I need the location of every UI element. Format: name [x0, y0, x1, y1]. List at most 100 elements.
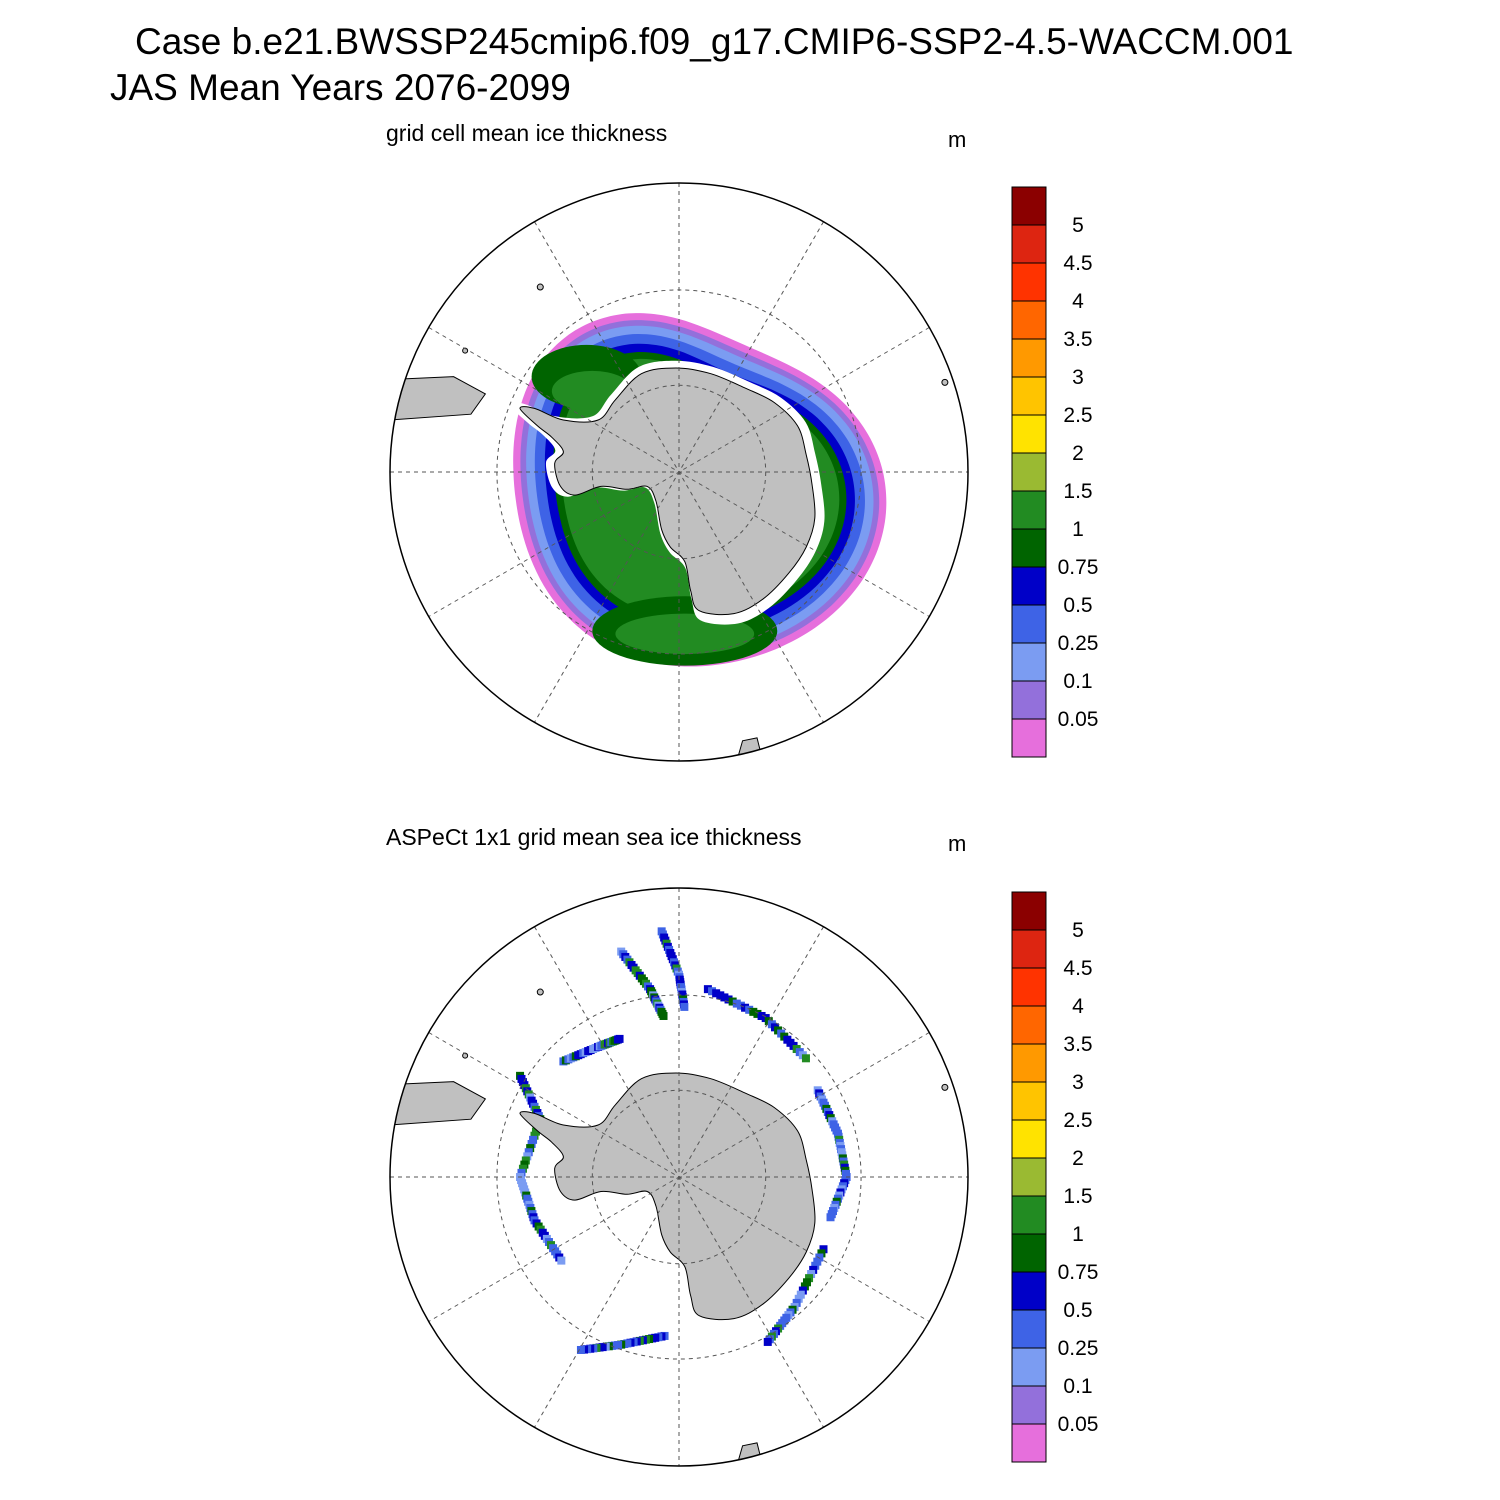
colorbar-tick-label: 5 — [1072, 919, 1084, 942]
colorbar-swatch — [1011, 1423, 1047, 1463]
south-america-land — [390, 376, 487, 421]
colorbar-swatch — [1011, 300, 1047, 340]
colorbar-1: 0.05 0.1 0.25 0.5 0.75 1 1.5 2 2.5 3 3.5 4 4.5 5 — [1011, 186, 1099, 758]
ship-track-cell — [576, 1345, 585, 1354]
ship-track-cell — [763, 1337, 772, 1346]
colorbar-tick-label: 0.1 — [1063, 670, 1092, 693]
colorbar-swatch — [1011, 338, 1047, 378]
ship-track-cell — [745, 1005, 754, 1014]
panel2-units: m — [948, 831, 967, 856]
ship-track-cell — [753, 1009, 762, 1018]
ship-track-cell — [805, 1274, 814, 1283]
colorbar-tick-label: 0.1 — [1063, 1375, 1092, 1398]
figure-title-line1: Case b.e21.BWSSP245cmip6.f09_g17.CMIP6-S… — [135, 21, 1294, 62]
colorbar-tick-label: 4.5 — [1063, 957, 1092, 980]
colorbar-tick-label: 1 — [1072, 1223, 1084, 1246]
colorbar-swatch — [1011, 1385, 1047, 1425]
colorbar-swatch — [1011, 1005, 1047, 1045]
colorbar-tick-label: 4 — [1072, 995, 1084, 1018]
colorbar-tick-label: 0.75 — [1058, 1261, 1099, 1284]
ship-track-cell — [720, 993, 729, 1002]
ship-track-cell — [757, 1011, 766, 1020]
ship-track-cell — [527, 1139, 536, 1148]
colorbar-tick-label: 0.05 — [1058, 1413, 1099, 1436]
colorbar-swatch — [1011, 1157, 1047, 1197]
ship-track-cell — [708, 987, 717, 996]
island-land — [941, 378, 949, 386]
colorbar-tick-label: 5 — [1072, 214, 1084, 237]
island-land — [941, 1083, 949, 1091]
colorbar-tick-label: 2 — [1072, 442, 1084, 465]
colorbar-swatch — [1011, 604, 1047, 644]
ship-track-cell — [517, 1168, 526, 1177]
colorbar-tick-label: 0.5 — [1063, 1299, 1092, 1322]
ship-track-cell — [800, 1282, 809, 1291]
ship-track-cell — [798, 1286, 807, 1295]
ship-track-cell — [813, 1257, 822, 1266]
ship-track-cell — [716, 991, 725, 1000]
colorbar-tick-label: 2 — [1072, 1147, 1084, 1170]
colorbar-swatch — [1011, 528, 1047, 568]
ship-track-cell — [529, 1135, 538, 1144]
panel2-title: ASPeCt 1x1 grid mean sea ice thickness — [386, 824, 802, 850]
ship-track-cell — [523, 1152, 532, 1161]
meridian-line — [428, 1032, 930, 1322]
ship-track-cell — [724, 995, 733, 1004]
island-land — [536, 283, 544, 291]
ship-track-cell — [741, 1003, 750, 1012]
ship-track-cell — [811, 1261, 820, 1270]
ship-track-cell — [531, 1127, 540, 1136]
colorbar-swatch — [1011, 452, 1047, 492]
ship-track-cell — [524, 1148, 533, 1157]
ship-track-cell — [819, 1245, 828, 1254]
polar-map-2 — [389, 887, 969, 1467]
colorbar-tick-label: 3.5 — [1063, 1033, 1092, 1056]
ship-track-cell — [518, 1164, 527, 1173]
colorbar-tick-label: 1 — [1072, 518, 1084, 541]
colorbar-swatch — [1011, 414, 1047, 454]
map-border — [389, 182, 969, 762]
colorbar-swatch — [1011, 1119, 1047, 1159]
polar-map-1 — [389, 182, 969, 762]
colorbar-swatch — [1011, 1233, 1047, 1273]
colorbar-tick-label: 2.5 — [1063, 1109, 1092, 1132]
ship-track-cell — [520, 1160, 529, 1169]
colorbar-swatch — [1011, 1347, 1047, 1387]
colorbar-tick-label: 0.5 — [1063, 594, 1092, 617]
latitude-circle — [591, 1089, 767, 1265]
colorbar-tick-label: 0.25 — [1058, 1337, 1099, 1360]
colorbar-swatch — [1011, 224, 1047, 264]
island-land — [536, 988, 544, 996]
colorbar-tick-label: 1.5 — [1063, 1185, 1092, 1208]
colorbar-tick-label: 4.5 — [1063, 252, 1092, 275]
colorbar-swatch — [1011, 1195, 1047, 1235]
colorbar-swatch — [1011, 1081, 1047, 1121]
ship-track-cell — [557, 1256, 566, 1265]
map-border — [389, 887, 969, 1467]
ship-track-cell — [801, 1054, 810, 1063]
panel1-units: m — [948, 127, 967, 152]
ship-track-cell — [749, 1007, 758, 1016]
colorbar-swatch — [1011, 718, 1047, 758]
figure-title-line2: JAS Mean Years 2076-2099 — [110, 67, 571, 108]
colorbar-swatch — [1011, 642, 1047, 682]
ship-track-cell — [809, 1265, 818, 1274]
colorbar-tick-label: 0.25 — [1058, 632, 1099, 655]
ship-track-cell — [615, 1034, 624, 1043]
south-america-land — [390, 1081, 487, 1126]
antarctica-land — [519, 367, 816, 616]
colorbar-tick-label: 3.5 — [1063, 328, 1092, 351]
colorbar-swatch — [1011, 680, 1047, 720]
ship-track-cell — [521, 1156, 530, 1165]
ship-track-cell — [794, 1294, 803, 1303]
colorbar-swatch — [1011, 490, 1047, 530]
colorbar-swatch — [1011, 967, 1047, 1007]
colorbar-2: 0.05 0.1 0.25 0.5 0.75 1 1.5 2 2.5 3 3.5 4 4.5 5 — [1011, 891, 1099, 1463]
antarctica-land — [519, 1072, 816, 1321]
colorbar-swatch — [1011, 1043, 1047, 1083]
colorbar-swatch — [1011, 186, 1047, 226]
ship-track-cell — [712, 989, 721, 998]
ship-track-cell — [796, 1290, 805, 1299]
colorbar-tick-label: 4 — [1072, 290, 1084, 313]
ship-track-cell — [817, 1249, 826, 1258]
